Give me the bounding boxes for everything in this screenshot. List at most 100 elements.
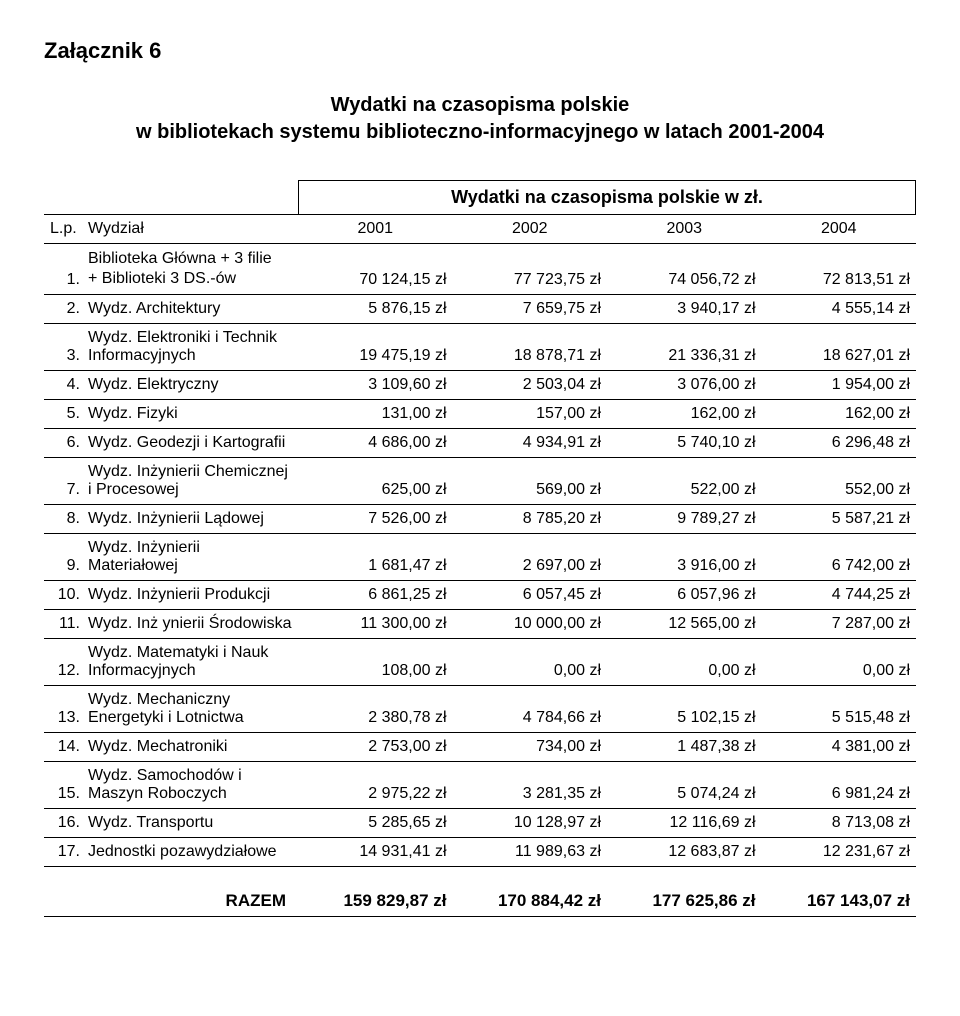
cell-value: 5 515,48 zł (762, 686, 917, 733)
header-year-2004: 2004 (762, 215, 917, 244)
cell-value: 5 102,15 zł (607, 686, 762, 733)
cell-value: 14 931,41 zł (298, 838, 453, 867)
cell-value: 4 934,91 zł (453, 429, 608, 458)
table-row: 2. Wydz. Architektury 5 876,15 zł 7 659,… (44, 295, 916, 324)
cell-name: Wydz. Mechatroniki (82, 733, 298, 762)
cell-value: 1 681,47 zł (298, 534, 453, 581)
cell-value: 108,00 zł (298, 639, 453, 686)
cell-name: Wydz. Inż ynierii Środowiska (82, 610, 298, 639)
cell-value: 162,00 zł (762, 400, 917, 429)
cell-value: 6 861,25 zł (298, 581, 453, 610)
table-row: 15. Wydz. Samochodów i Maszyn Roboczych … (44, 762, 916, 809)
table-row: 7. Wydz. Inżynierii Chemicznej i Proceso… (44, 458, 916, 505)
cell-name: Wydz. Inżynierii Chemicznej i Procesowej (82, 458, 298, 505)
cell-value: 734,00 zł (453, 733, 608, 762)
cell-value: 0,00 zł (762, 639, 917, 686)
cell-value: 10 000,00 zł (453, 610, 608, 639)
cell-value: 2 380,78 zł (298, 686, 453, 733)
cell-name: Wydz. Geodezji i Kartografii (82, 429, 298, 458)
cell-value: 3 940,17 zł (607, 295, 762, 324)
cell-value: 5 587,21 zł (762, 505, 917, 534)
cell-value: 3 109,60 zł (298, 371, 453, 400)
cell-lp: 14. (44, 733, 82, 762)
table-row: 6. Wydz. Geodezji i Kartografii 4 686,00… (44, 429, 916, 458)
cell-value: 12 683,87 zł (607, 838, 762, 867)
cell-value: 6 057,96 zł (607, 581, 762, 610)
title-line-2: w bibliotekach systemu biblioteczno-info… (136, 121, 824, 143)
cell-value: 625,00 zł (298, 458, 453, 505)
table-header-row: L.p. Wydział 2001 2002 2003 2004 (44, 215, 916, 244)
cell-lp: 17. (44, 838, 82, 867)
cell-lp: 16. (44, 809, 82, 838)
cell-value: 8 713,08 zł (762, 809, 917, 838)
cell-value: 4 381,00 zł (762, 733, 917, 762)
cell-lp: 9. (44, 534, 82, 581)
table-row: 16. Wydz. Transportu 5 285,65 zł 10 128,… (44, 809, 916, 838)
header-name: Wydział (82, 215, 298, 244)
cell-value: 131,00 zł (298, 400, 453, 429)
cell-value: 18 878,71 zł (453, 324, 608, 371)
cell-value: 522,00 zł (607, 458, 762, 505)
cell-name: Wydz. Samochodów i Maszyn Roboczych (82, 762, 298, 809)
cell-lp: 4. (44, 371, 82, 400)
cell-value: 70 124,15 zł (298, 244, 453, 295)
cell-value: 157,00 zł (453, 400, 608, 429)
cell-value: 12 116,69 zł (607, 809, 762, 838)
cell-value: 21 336,31 zł (607, 324, 762, 371)
cell-value: 5 740,10 zł (607, 429, 762, 458)
cell-name: Wydz. Elektryczny (82, 371, 298, 400)
cell-value: 10 128,97 zł (453, 809, 608, 838)
cell-value: 12 231,67 zł (762, 838, 917, 867)
cell-value: 1 954,00 zł (762, 371, 917, 400)
cell-value: 0,00 zł (453, 639, 608, 686)
cell-name: Wydz. Inżynierii Lądowej (82, 505, 298, 534)
cell-name: Wydz. Inżynierii Produkcji (82, 581, 298, 610)
cell-name-line1: Biblioteka Główna + 3 filie (88, 250, 272, 267)
cell-value: 5 876,15 zł (298, 295, 453, 324)
header-year-2001: 2001 (298, 215, 453, 244)
table-row: 4. Wydz. Elektryczny 3 109,60 zł 2 503,0… (44, 371, 916, 400)
cell-lp: 3. (44, 324, 82, 371)
table-row: 12. Wydz. Matematyki i Nauk Informacyjny… (44, 639, 916, 686)
cell-value: 162,00 zł (607, 400, 762, 429)
cell-name: Wydz. Inżynierii Materiałowej (82, 534, 298, 581)
cell-value: 3 076,00 zł (607, 371, 762, 400)
cell-value: 4 744,25 zł (762, 581, 917, 610)
cell-lp: 2. (44, 295, 82, 324)
table-row: 17. Jednostki pozawydziałowe 14 931,41 z… (44, 838, 916, 867)
cell-value: 1 487,38 zł (607, 733, 762, 762)
cell-lp: 11. (44, 610, 82, 639)
cell-value: 2 753,00 zł (298, 733, 453, 762)
cell-value: 7 526,00 zł (298, 505, 453, 534)
cell-value: 5 074,24 zł (607, 762, 762, 809)
cell-lp: 13. (44, 686, 82, 733)
table-row: 14. Wydz. Mechatroniki 2 753,00 zł 734,0… (44, 733, 916, 762)
cell-value: 11 989,63 zł (453, 838, 608, 867)
cell-lp: 12. (44, 639, 82, 686)
table-total-row: RAZEM 159 829,87 zł 170 884,42 zł 177 62… (44, 867, 916, 917)
title-line-1: Wydatki na czasopisma polskie (331, 94, 630, 116)
cell-value: 11 300,00 zł (298, 610, 453, 639)
cell-value: 7 659,75 zł (453, 295, 608, 324)
cell-value: 74 056,72 zł (607, 244, 762, 295)
cell-lp: 6. (44, 429, 82, 458)
cell-lp: 8. (44, 505, 82, 534)
cell-value: 4 555,14 zł (762, 295, 917, 324)
total-value: 170 884,42 zł (453, 867, 608, 917)
cell-value: 4 784,66 zł (453, 686, 608, 733)
cell-empty (44, 867, 82, 917)
cell-value: 77 723,75 zł (453, 244, 608, 295)
cell-value: 19 475,19 zł (298, 324, 453, 371)
cell-value: 2 975,22 zł (298, 762, 453, 809)
cell-value: 4 686,00 zł (298, 429, 453, 458)
cell-value: 3 916,00 zł (607, 534, 762, 581)
attachment-label: Załącznik 6 (44, 38, 916, 64)
total-value: 159 829,87 zł (298, 867, 453, 917)
expenditure-table: L.p. Wydział 2001 2002 2003 2004 1. Bibl… (44, 214, 916, 917)
cell-value: 8 785,20 zł (453, 505, 608, 534)
cell-value: 2 697,00 zł (453, 534, 608, 581)
cell-value: 2 503,04 zł (453, 371, 608, 400)
cell-value: 0,00 zł (607, 639, 762, 686)
cell-value: 5 285,65 zł (298, 809, 453, 838)
table-row: 13. Wydz. Mechaniczny Energetyki i Lotni… (44, 686, 916, 733)
